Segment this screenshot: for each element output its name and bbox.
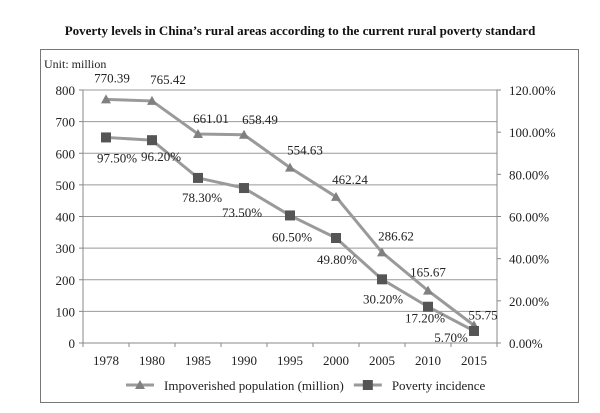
y-right-tick-label: 100.00% [509,125,556,140]
x-tick-label: 2015 [461,353,487,368]
triangle-marker [377,247,387,257]
legend-label: Poverty incidence [392,378,486,393]
legend-triangle-icon [135,380,145,389]
chart-title: Poverty levels in China’s rural areas ac… [64,23,536,38]
data-label: 554.63 [287,143,323,158]
x-tick-label: 1978 [93,353,119,368]
data-label: 661.01 [193,111,229,126]
square-marker [331,233,341,244]
data-label: 770.39 [94,70,130,85]
square-marker [239,183,249,194]
y-right-tick-label: 20.00% [509,294,549,309]
data-label: 5.70% [434,330,468,345]
data-label: 765.42 [150,72,186,87]
triangle-marker [147,95,157,105]
y-right-tick-label: 120.00% [509,83,556,98]
x-tick-label: 1980 [139,353,165,368]
data-label: 73.50% [222,205,262,220]
legend-square-icon [362,380,373,390]
square-marker [377,274,387,285]
square-marker [469,325,479,336]
triangle-marker [239,129,249,139]
legend-label: Impoverished population (million) [164,378,344,393]
data-label: 30.20% [363,291,403,306]
square-marker [101,132,111,143]
triangle-marker [423,285,433,295]
data-label: 60.50% [272,229,312,244]
y-left-tick-label: 400 [56,210,76,225]
data-label: 462.24 [332,172,368,187]
y-right-tick-label: 80.00% [509,167,549,182]
y-left-tick-label: 200 [56,273,76,288]
square-marker [193,172,203,183]
x-tick-label: 2000 [323,353,349,368]
y-left-tick-label: 300 [56,241,76,256]
square-marker [147,135,157,146]
x-tick-label: 1985 [185,353,211,368]
data-label: 49.80% [317,252,357,267]
x-tick-label: 2005 [369,353,395,368]
chart-frame [40,49,579,403]
triangle-marker [285,162,295,172]
x-tick-label: 1990 [231,353,257,368]
y-left-tick-label: 0 [69,336,76,351]
square-marker [285,210,295,221]
y-right-tick-label: 60.00% [509,210,549,225]
square-marker [423,301,433,312]
data-label: 165.67 [410,265,446,280]
y-left-tick-label: 100 [56,304,76,319]
triangle-marker [193,128,203,138]
x-tick-label: 2010 [415,353,441,368]
x-tick-label: 1995 [277,353,303,368]
data-label: 78.30% [182,190,222,205]
data-label: 97.50% [97,150,137,165]
y-right-tick-label: 40.00% [509,252,549,267]
y-left-tick-label: 800 [56,83,76,98]
data-label: 17.20% [405,311,445,326]
y-left-tick-label: 500 [56,178,76,193]
triangle-marker [101,94,111,104]
y-left-tick-label: 600 [56,146,76,161]
triangle-marker [331,191,341,201]
data-label: 55.75 [468,307,497,322]
y-left-tick-label: 700 [56,115,76,130]
data-label: 658.49 [242,112,278,127]
data-label: 96.20% [141,149,181,164]
data-label: 286.62 [378,228,414,243]
unit-label: Unit: million [44,57,106,71]
y-right-tick-label: 0.00% [509,336,543,351]
